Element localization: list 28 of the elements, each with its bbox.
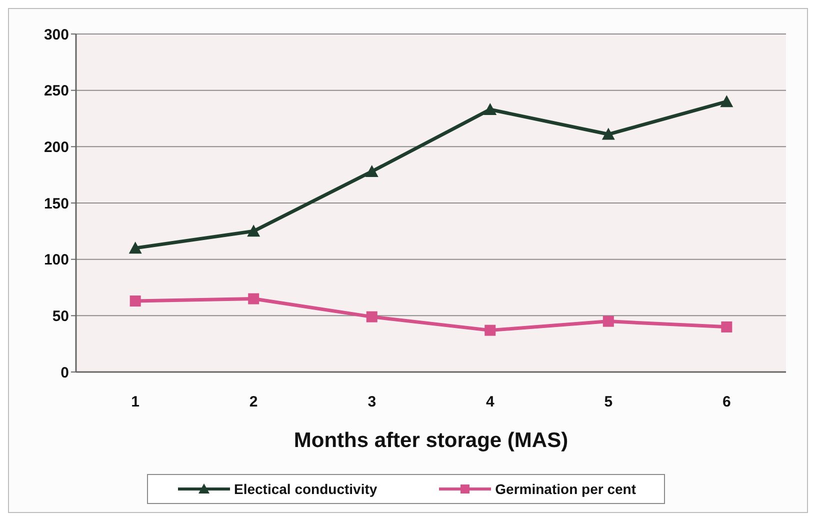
y-tick-label: 100 — [44, 252, 69, 269]
y-tick-label: 250 — [44, 82, 69, 100]
point — [721, 321, 732, 332]
x-tick-label: 4 — [486, 394, 495, 411]
legend-label: Electical conductivity — [234, 481, 378, 497]
y-tick-label: 0 — [60, 364, 69, 382]
x-axis-title: Months after storage (MAS) — [294, 429, 568, 452]
point — [484, 102, 497, 115]
x-tick-label: 6 — [722, 394, 731, 411]
point — [128, 242, 142, 254]
x-tick-label: 1 — [131, 394, 140, 411]
point — [365, 164, 378, 177]
y-tick-label: 50 — [52, 308, 69, 325]
point — [602, 128, 615, 140]
point — [248, 293, 260, 304]
point — [366, 311, 378, 322]
point — [247, 224, 260, 237]
x-tick-label: 2 — [249, 394, 258, 411]
y-tick-label: 300 — [44, 26, 69, 44]
x-tick-label: 3 — [368, 394, 376, 411]
point — [484, 324, 496, 336]
point — [720, 95, 734, 108]
x-tick-label: 5 — [604, 394, 613, 411]
point — [602, 316, 614, 327]
y-tick-label: 200 — [44, 138, 69, 156]
y-tick-label: 150 — [44, 195, 69, 212]
legend-label: Germination per cent — [495, 481, 636, 497]
point — [130, 296, 141, 307]
